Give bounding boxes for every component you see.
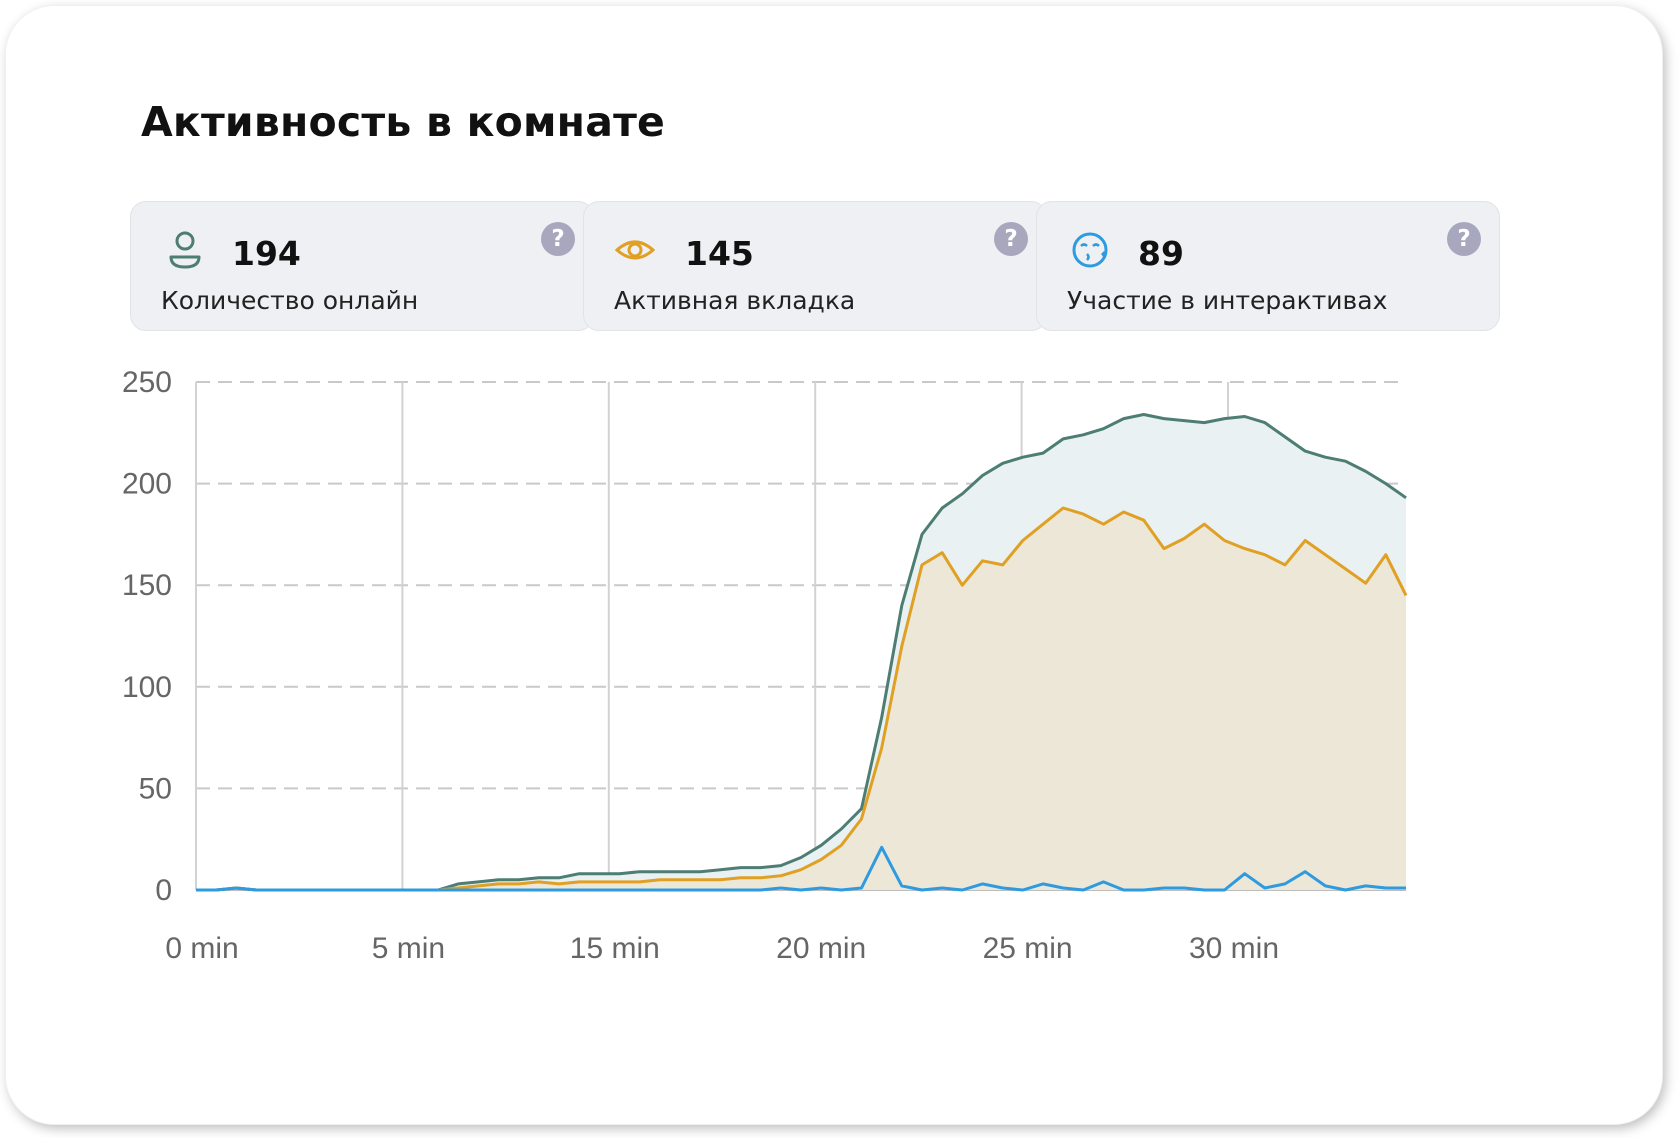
activity-card: Активность в комнате 194 Количество онла… (6, 6, 1662, 1124)
y-tick-label: 50 (139, 772, 172, 805)
y-tick-label: 200 (122, 468, 172, 501)
user-icon (169, 231, 201, 269)
emoji-icon (1072, 232, 1108, 268)
x-tick-label: 25 min (983, 932, 1073, 965)
stat-label: Участие в интерактивах (1067, 286, 1388, 315)
x-tick-label: 15 min (570, 932, 660, 965)
x-tick-label: 30 min (1189, 932, 1279, 965)
series-line-2 (196, 845, 1406, 892)
x-tick-label: 20 min (776, 932, 866, 965)
help-icon[interactable]: ? (541, 222, 575, 256)
series-area-1 (196, 508, 1406, 890)
stat-card-online: 194 Количество онлайн ? (130, 201, 594, 331)
y-tick-label: 250 (122, 366, 172, 399)
y-tick-label: 100 (122, 671, 172, 704)
stat-value: 145 (685, 234, 754, 273)
stat-label: Количество онлайн (161, 286, 419, 315)
stat-value: 194 (232, 234, 301, 273)
x-tick-label: 5 min (372, 932, 445, 965)
x-tick-label: 0 min (165, 932, 238, 965)
activity-chart: 0 50 100 150 200 250 0 min 5 min 15 min 20 min 25 … (122, 366, 1408, 965)
eye-icon (614, 240, 656, 260)
page-title: Активность в комнате (141, 98, 666, 146)
help-icon[interactable]: ? (994, 222, 1028, 256)
help-icon[interactable]: ? (1447, 222, 1481, 256)
y-tick-label: 0 (155, 874, 172, 907)
stat-value: 89 (1138, 234, 1184, 273)
stat-label: Активная вкладка (614, 286, 856, 315)
y-tick-label: 150 (122, 569, 172, 602)
stat-card-active-tab: 145 Активная вкладка ? (583, 201, 1047, 331)
stat-card-interactives: 89 Участие в интерактивах ? (1036, 201, 1500, 331)
